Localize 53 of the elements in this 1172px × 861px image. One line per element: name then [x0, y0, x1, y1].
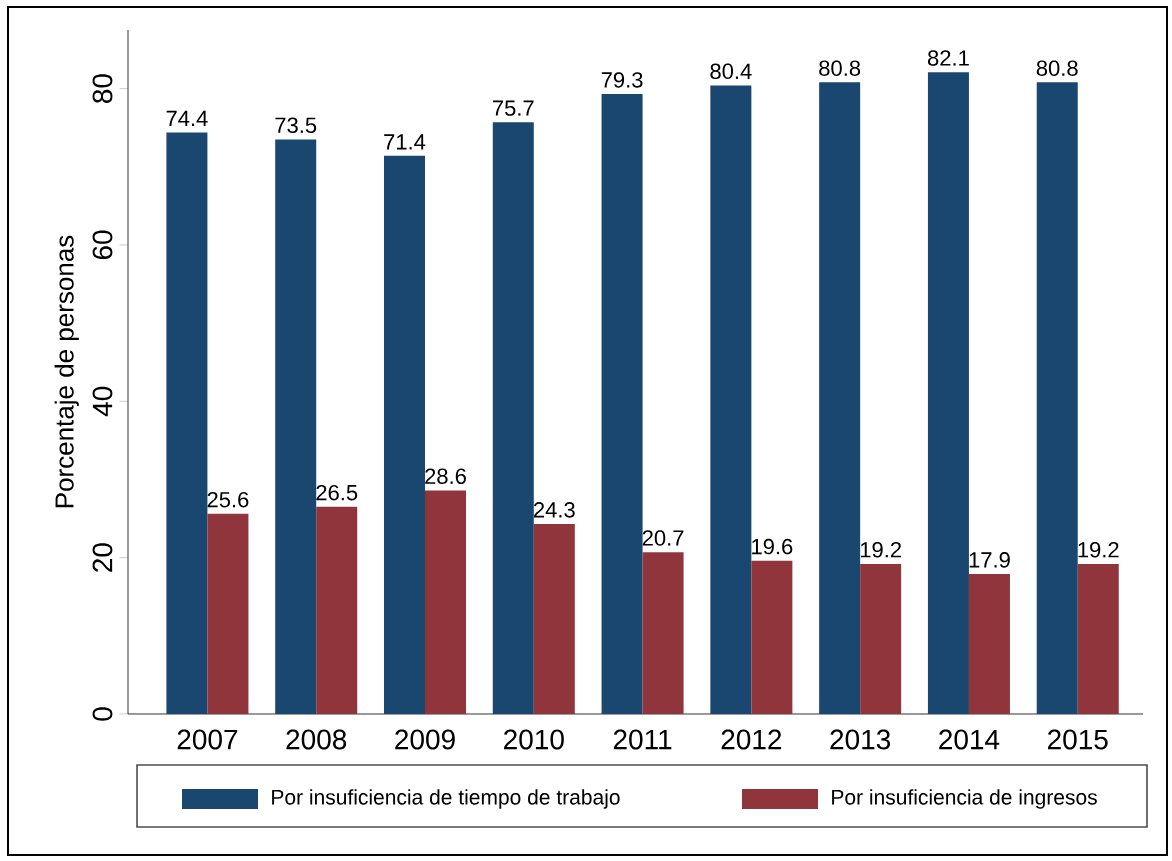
x-tick-label: 2011 [613, 729, 672, 750]
bar [927, 72, 969, 714]
y-tick-label: 20 [92, 543, 113, 572]
bar [275, 139, 317, 714]
x-tick-label: 2008 [286, 729, 347, 750]
bar [166, 132, 208, 714]
data-label: 17.9 [969, 552, 1010, 568]
x-tick-label: 2012 [721, 729, 782, 750]
data-label: 80.4 [710, 63, 752, 80]
y-tick-label: 80 [92, 74, 113, 103]
data-label: 82.1 [927, 50, 969, 66]
bar [316, 506, 358, 714]
bar [968, 574, 1010, 714]
bar [425, 490, 467, 714]
bar [710, 85, 752, 714]
bar [492, 122, 534, 714]
y-tick-label: 60 [92, 230, 113, 260]
data-label: 74.4 [166, 110, 208, 126]
x-tick-label: 2014 [939, 729, 1000, 750]
bar [642, 552, 684, 714]
bar [207, 513, 249, 714]
data-label: 71.4 [384, 134, 426, 150]
data-label: 26.5 [316, 484, 358, 501]
x-tick-label: 2015 [1048, 729, 1108, 750]
x-tick-label: 2007 [177, 729, 238, 750]
legend-label: Por insuficiencia de ingresos [832, 789, 1097, 809]
data-label: 80.8 [819, 60, 861, 76]
legend-label: Por insuficiencia de tiempo de trabajo [272, 789, 620, 809]
data-label: 24.3 [533, 502, 575, 518]
y-tick-label: 40 [92, 386, 113, 417]
data-label: 73.5 [275, 117, 317, 134]
y-axis-title: Porcentaje de personas [54, 235, 79, 508]
x-tick-label: 2010 [504, 729, 564, 750]
bar [383, 155, 425, 714]
data-label: 28.6 [425, 468, 466, 485]
bar [751, 560, 793, 714]
x-tick-label: 2013 [830, 729, 891, 750]
x-tick-label: 2009 [395, 729, 455, 750]
data-label: 80.8 [1036, 60, 1078, 76]
bar [1077, 563, 1119, 714]
data-label: 75.7 [493, 100, 534, 116]
data-label: 20.7 [642, 530, 684, 546]
y-tick-label: 0 [92, 707, 113, 721]
data-label: 79.3 [601, 72, 643, 88]
data-label: 19.2 [860, 541, 901, 558]
data-label: 25.6 [207, 491, 249, 508]
bar [1036, 82, 1078, 714]
bar [819, 82, 861, 714]
data-label: 19.2 [1078, 541, 1119, 558]
data-label: 19.6 [752, 538, 793, 555]
bar [533, 524, 575, 714]
bar [601, 94, 643, 714]
bar [860, 563, 902, 714]
